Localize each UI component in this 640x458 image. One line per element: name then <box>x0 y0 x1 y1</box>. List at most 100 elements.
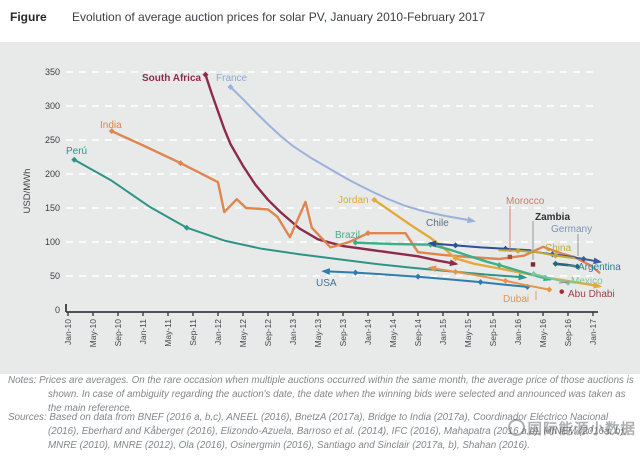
series-label-morocco: Morocco <box>506 196 545 207</box>
y-axis-title: USD/MWh <box>22 169 33 214</box>
series-label-zambia: Zambia <box>535 212 570 223</box>
series-line-china <box>498 249 576 260</box>
series-label-peru: Perú <box>66 146 87 157</box>
series-marker-peru <box>71 156 78 163</box>
watermark-text: 国际能源小数据 <box>527 422 636 438</box>
series-marker-usa <box>415 273 421 280</box>
series-arrow-jordan <box>593 281 603 289</box>
series-line-dubai <box>429 266 551 291</box>
x-tick-label: May-12 <box>238 319 248 348</box>
x-tick-label: Jan-17 <box>588 319 598 345</box>
morocco-dot <box>507 254 513 260</box>
series-marker-india <box>177 160 184 167</box>
series-line-south-africa <box>204 73 457 265</box>
x-tick-label: May-13 <box>313 319 323 348</box>
figure-header: Figure Evolution of average auction pric… <box>0 0 640 42</box>
notes-paragraph: Notes: Prices are averages. On the rare … <box>8 374 634 416</box>
series-label-brazil: Brazil <box>335 230 360 241</box>
x-tick-label: Jan-16 <box>513 319 523 345</box>
series-label-germany: Germany <box>551 224 592 235</box>
series-label-argentina: Argentina <box>578 262 621 273</box>
y-tick-label: 200 <box>45 169 60 179</box>
series-marker-argentina <box>574 263 581 270</box>
series-marker-mexico <box>530 270 537 277</box>
y-tick-label: 350 <box>45 67 60 77</box>
series-marker-dubai <box>452 268 459 275</box>
y-tick-label: 250 <box>45 135 60 145</box>
sources-paragraph: Sources: Based on data from BNEF (2016 a… <box>8 411 634 453</box>
series-marker-china <box>515 247 521 254</box>
notes-label: Notes: <box>8 375 37 386</box>
series-label-france: France <box>216 73 248 84</box>
x-tick-label: Sep-14 <box>413 319 423 347</box>
series-label-south-africa: South Africa <box>142 73 202 84</box>
series-marker-brazil <box>352 239 359 246</box>
series-label-jordan: Jordan <box>338 195 369 206</box>
x-tick-label: Jan-10 <box>63 319 73 345</box>
notes-block: Notes: Prices are averages. On the rare … <box>8 374 634 416</box>
y-tick-label: 50 <box>50 271 60 281</box>
series-marker-south-africa <box>202 71 209 78</box>
sources-label: Sources: <box>8 412 47 423</box>
series-marker-peru <box>183 224 190 231</box>
x-tick-label: Jan-11 <box>138 319 148 345</box>
x-tick-label: May-14 <box>388 319 398 348</box>
y-tick-label: 100 <box>45 237 60 247</box>
sources-block: Sources: Based on data from BNEF (2016 a… <box>8 411 634 453</box>
series-label-abu-dhabi: Abu Dhabi <box>568 289 615 300</box>
mexico-leader <box>558 281 570 284</box>
series-arrow-peru <box>518 273 528 281</box>
series-marker-jordan <box>371 196 378 203</box>
series-label-china: China <box>545 243 572 254</box>
series-arrow-germany <box>593 257 603 265</box>
x-tick-label: Sep-11 <box>188 319 198 346</box>
x-tick-label: Sep-12 <box>263 319 273 347</box>
series-label-usa: USA <box>316 278 337 289</box>
series-marker-dubai <box>546 286 553 293</box>
x-tick-label: May-11 <box>163 319 173 347</box>
series-line-chile <box>429 242 532 252</box>
y-tick-label: 150 <box>45 203 60 213</box>
series-arrow-south-africa <box>449 259 459 267</box>
y-tick-label: 300 <box>45 101 60 111</box>
watermark-logo-icon <box>507 419 525 436</box>
series-marker-usa <box>477 279 484 286</box>
abu-dhabi-dot <box>559 289 565 294</box>
series-label-chile: Chile <box>426 218 449 229</box>
series-marker-argentina <box>552 260 559 267</box>
x-tick-label: May-16 <box>538 319 548 348</box>
series-marker-jordan <box>452 255 459 262</box>
series-marker-germany <box>580 256 587 262</box>
series-marker-chile <box>452 242 459 249</box>
x-tick-label: May-15 <box>463 319 473 348</box>
x-tick-label: Jan-14 <box>363 319 373 345</box>
series-arrow-dubai <box>427 265 437 273</box>
series-line-india <box>110 130 601 274</box>
notes-text: Prices are averages. On the rare occasio… <box>39 375 634 414</box>
series-arrow-france <box>466 216 476 224</box>
series-line-france <box>229 86 474 222</box>
figure-title: Evolution of average auction prices for … <box>72 10 486 24</box>
series-label-mexico: Mexico <box>571 276 603 287</box>
series-marker-usa <box>352 269 359 276</box>
x-tick-label: Sep-16 <box>563 319 573 347</box>
series-marker-india <box>365 230 371 237</box>
x-tick-label: Sep-15 <box>488 319 498 347</box>
x-tick-label: Jan-15 <box>438 319 448 345</box>
series-label-dubai: Dubai <box>503 294 529 305</box>
series-line-brazil <box>354 241 551 281</box>
figure-label: Figure <box>10 10 47 24</box>
series-marker-dubai <box>502 277 509 284</box>
zambia-dot <box>530 262 536 267</box>
y-tick-label: 0 <box>55 305 60 315</box>
x-tick-label: Sep-10 <box>113 319 123 347</box>
sources-text: Based on data from BNEF (2016 a, b,c), A… <box>48 412 627 451</box>
series-line-mexico <box>532 273 569 284</box>
series-line-usa <box>323 270 529 288</box>
series-marker-france <box>227 83 234 90</box>
series-arrow-usa <box>321 268 330 275</box>
series-marker-mexico <box>565 279 571 286</box>
series-marker-india <box>108 128 115 135</box>
